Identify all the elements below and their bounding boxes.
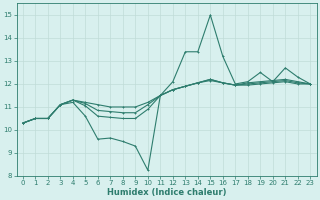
X-axis label: Humidex (Indice chaleur): Humidex (Indice chaleur) bbox=[107, 188, 226, 197]
